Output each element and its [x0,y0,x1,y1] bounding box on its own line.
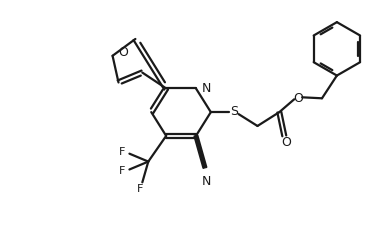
Text: F: F [119,166,126,177]
Text: F: F [119,147,126,157]
Text: O: O [118,46,128,59]
Text: N: N [202,82,211,95]
Text: F: F [137,184,144,194]
Text: O: O [293,92,303,105]
Text: N: N [202,175,211,188]
Text: S: S [230,105,238,118]
Text: O: O [281,136,291,149]
